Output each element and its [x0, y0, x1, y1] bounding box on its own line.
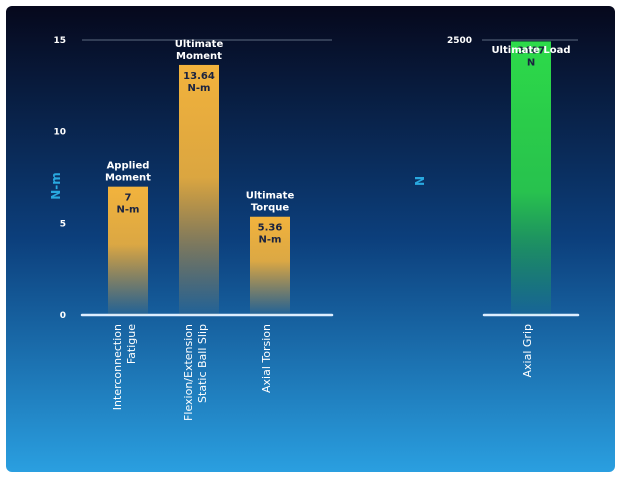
- y-tick-3: 15: [53, 36, 66, 46]
- y-tick-0: 0: [60, 311, 66, 321]
- x-category-label-0-1: Fatigue: [125, 324, 138, 364]
- x-category-label-0-0: Interconnection: [111, 324, 124, 410]
- bar-value-label-2-1: N-m: [259, 235, 282, 246]
- x-category-label-2-0: Axial Torsion: [260, 324, 273, 393]
- right-y-tick-0: 2500: [447, 36, 472, 46]
- bar-annotation-0-0: Applied: [107, 161, 150, 172]
- bar-value-label-1-1: N-m: [188, 83, 211, 94]
- right-bar-value-label-0-1: N: [527, 57, 535, 68]
- bar-value-label-2-0: 5.36: [258, 223, 283, 234]
- bar-annotation-0-1: Moment: [105, 173, 151, 184]
- bar-value-label-0-1: N-m: [117, 205, 140, 216]
- bar-1: [179, 64, 219, 315]
- bar-annotation-1-0: Ultimate: [175, 39, 224, 50]
- right-bar-annotation-0-0: Ultimate Load: [491, 45, 570, 56]
- y-tick-2: 10: [53, 128, 66, 138]
- bar-annotation-1-1: Moment: [176, 51, 222, 62]
- chart-panel: N-m 0 5 10 15 7 N-m Applied Moment Interconnectio…: [6, 6, 615, 472]
- bar-annotation-2-1: Torque: [251, 203, 290, 214]
- bar-0: [108, 186, 148, 315]
- bar-value-label-0-0: 7: [125, 193, 132, 204]
- bar-2: [250, 216, 290, 315]
- y-tick-1: 5: [60, 219, 66, 229]
- right-x-category-label-0-0: Axial Grip: [521, 324, 534, 377]
- chart-svg: N-m0510157N-mAppliedMomentInterconnectio…: [6, 6, 615, 472]
- right-bar-value-label-0-0: 2487: [517, 45, 545, 56]
- bar-value-label-1-0: 13.64: [183, 71, 215, 82]
- right-y-axis-title: N: [413, 176, 427, 186]
- right-bar-0: [511, 41, 551, 316]
- x-category-label-1-0: Flexion/Extension: [182, 324, 195, 421]
- x-category-label-1-1: Static Ball Slip: [196, 324, 209, 403]
- bar-annotation-2-0: Ultimate: [246, 191, 295, 202]
- y-axis-title: N-m: [49, 172, 63, 200]
